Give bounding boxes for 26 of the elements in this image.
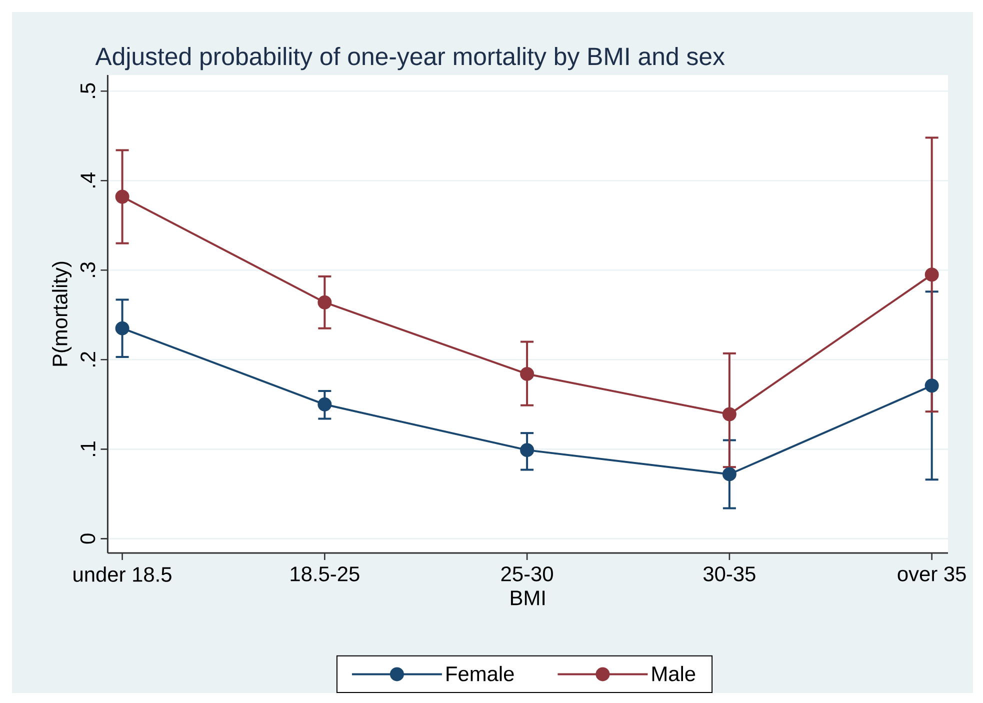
point — [520, 443, 534, 458]
x-tick-label: 18.5-25 — [290, 566, 360, 582]
legend-label: Male — [652, 666, 696, 682]
y-tick-label: 0 — [80, 534, 96, 544]
x-tick-label: 30-35 — [703, 566, 756, 582]
y-tick-label: .5 — [80, 83, 96, 98]
point — [318, 295, 332, 310]
legend-label: Female — [446, 666, 514, 682]
x-tick-label: over 35 — [898, 566, 966, 582]
x-tick-label: 25-30 — [501, 566, 553, 582]
point — [924, 268, 939, 282]
y-tick-label: .1 — [80, 441, 96, 456]
point — [722, 407, 736, 422]
y-tick-label: .2 — [80, 352, 96, 366]
x-tick-label: under 18.5 — [74, 566, 172, 582]
point — [722, 467, 736, 482]
chart-title: Adjusted probability of one-year mortality by BMI and sex — [95, 46, 725, 70]
point — [520, 366, 534, 381]
y-tick-label: .3 — [80, 262, 96, 277]
y-tick-label: .4 — [80, 172, 96, 188]
x-axis-title: BMI — [510, 590, 545, 606]
point — [924, 378, 939, 393]
point — [115, 190, 130, 204]
point — [115, 321, 130, 336]
y-axis-title: P(mortality) — [52, 262, 72, 366]
point — [318, 397, 332, 412]
